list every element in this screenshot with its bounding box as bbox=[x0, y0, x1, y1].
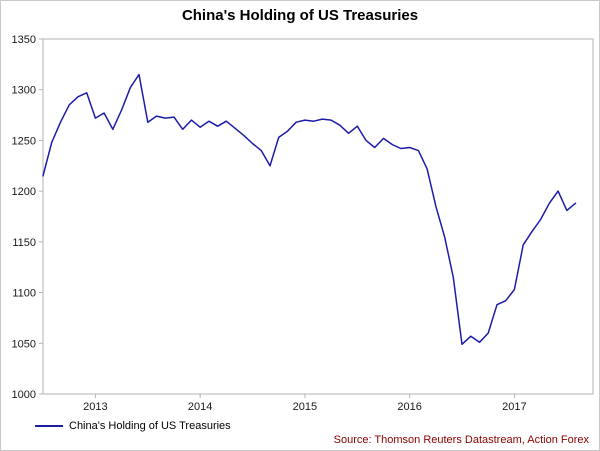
svg-text:2016: 2016 bbox=[397, 401, 421, 413]
svg-text:1050: 1050 bbox=[12, 338, 36, 350]
legend-label: China's Holding of US Treasuries bbox=[69, 420, 231, 432]
svg-text:1300: 1300 bbox=[12, 85, 36, 97]
legend-line-swatch bbox=[35, 425, 63, 427]
svg-text:2017: 2017 bbox=[502, 401, 526, 413]
chart-title: China's Holding of US Treasuries bbox=[181, 7, 419, 24]
svg-text:1200: 1200 bbox=[12, 186, 36, 198]
legend: China's Holding of US Treasuries bbox=[35, 420, 231, 432]
svg-text:1100: 1100 bbox=[12, 288, 36, 300]
source-note: Source: Thomson Reuters Datastream, Acti… bbox=[333, 434, 589, 446]
svg-text:2013: 2013 bbox=[83, 401, 107, 413]
svg-text:1150: 1150 bbox=[12, 237, 36, 249]
svg-text:2014: 2014 bbox=[188, 401, 212, 413]
svg-text:1000: 1000 bbox=[12, 389, 36, 401]
svg-text:1350: 1350 bbox=[12, 34, 36, 46]
svg-text:1250: 1250 bbox=[12, 135, 36, 147]
svg-text:2015: 2015 bbox=[293, 401, 317, 413]
